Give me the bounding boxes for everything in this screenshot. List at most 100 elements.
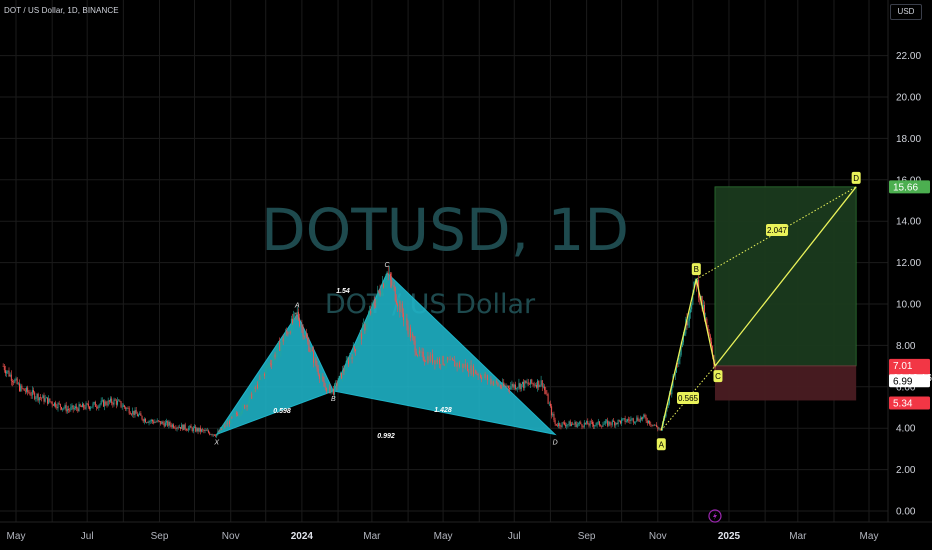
candle-body [643, 414, 645, 417]
candle-body [470, 365, 472, 375]
candle-body [539, 385, 541, 387]
candle-body [57, 403, 59, 409]
candle-body [236, 412, 238, 415]
candle-body [387, 272, 389, 275]
currency-selector[interactable]: USD [890, 4, 922, 20]
pattern2-point-a: A [659, 440, 665, 449]
candle-body [111, 398, 113, 404]
candle-body [680, 347, 682, 355]
candle-body [405, 318, 407, 320]
candle-body [412, 333, 414, 337]
candle-body [514, 384, 516, 389]
candle-body [479, 374, 481, 378]
candle-body [159, 420, 161, 422]
candle-body [171, 424, 173, 427]
candle-body [297, 311, 299, 320]
candle-body [433, 360, 435, 363]
candle-body [356, 347, 358, 352]
candle-body [691, 304, 693, 310]
price-tick: 8.00 [896, 341, 916, 352]
pattern2-ratio: 0.565 [678, 394, 699, 403]
candle-body [555, 423, 557, 426]
candle-body [575, 422, 577, 427]
candle-body [99, 404, 101, 406]
candle-body [86, 403, 88, 405]
candle-body [391, 279, 393, 286]
candle-body [367, 315, 369, 319]
candle-body [386, 272, 388, 281]
candle-body [324, 386, 326, 388]
candle-body [83, 403, 85, 408]
candle-body [688, 312, 690, 321]
candle-body [418, 350, 420, 356]
time-tick: Mar [789, 531, 807, 542]
candle-body [167, 421, 169, 426]
candle-body [345, 360, 347, 370]
candle-body [398, 301, 400, 307]
candle-body [162, 421, 164, 424]
candle-body [346, 360, 348, 361]
candle-body [54, 402, 56, 406]
candle-body [147, 422, 149, 424]
candle-body [499, 385, 501, 388]
candle-body [432, 354, 434, 363]
time-tick: May [7, 531, 26, 542]
candle-body [142, 419, 144, 422]
candle-body [136, 413, 138, 417]
candle-body [210, 434, 212, 436]
candle-body [358, 337, 360, 345]
candle-body [611, 420, 613, 425]
candle-body [192, 427, 194, 432]
candle-body [504, 385, 506, 387]
candle-body [166, 421, 168, 423]
candle-body [78, 404, 80, 412]
candle-body [31, 390, 33, 396]
candle-body [227, 421, 229, 425]
candle-body [370, 311, 372, 314]
candle-body [154, 421, 156, 424]
candle-body [486, 375, 488, 381]
candle-body [50, 401, 52, 403]
candle-body [583, 422, 585, 427]
candle-body [491, 381, 493, 384]
candle-body [96, 406, 98, 408]
candle-body [308, 341, 310, 352]
candle-body [255, 384, 257, 389]
candle-body [20, 385, 22, 391]
candle-body [709, 335, 711, 342]
pattern-point-d: D [553, 439, 558, 446]
candle-body [460, 365, 462, 367]
candle-body [500, 387, 502, 388]
candle-body [337, 382, 339, 387]
candle-body [425, 361, 427, 362]
candle-body [79, 404, 81, 407]
stop-zone [714, 365, 857, 401]
candle-body [618, 419, 620, 421]
candle-body [2, 366, 4, 367]
candle-body [458, 362, 460, 367]
candle-body [421, 351, 423, 353]
candle-body [373, 302, 375, 306]
candle-body [457, 362, 459, 367]
candle-body [259, 378, 261, 380]
candle-body [645, 417, 647, 421]
time-tick: May [434, 531, 453, 542]
candle-body [437, 358, 439, 363]
candle-body [156, 420, 158, 422]
price-tick: 2.00 [896, 465, 916, 476]
candle-body [189, 425, 191, 428]
candle-body [239, 414, 241, 415]
candle-body [334, 384, 336, 395]
candle-body [541, 380, 543, 387]
candle-body [646, 420, 648, 423]
candle-body [383, 283, 385, 288]
candle-body [558, 423, 560, 427]
candle-body [19, 383, 21, 391]
candle-body [420, 351, 422, 354]
candle-body [495, 380, 497, 384]
candle-body [80, 406, 82, 408]
candle-body [694, 280, 696, 282]
price-tick: 20.00 [896, 93, 921, 104]
candle-body [509, 387, 511, 390]
